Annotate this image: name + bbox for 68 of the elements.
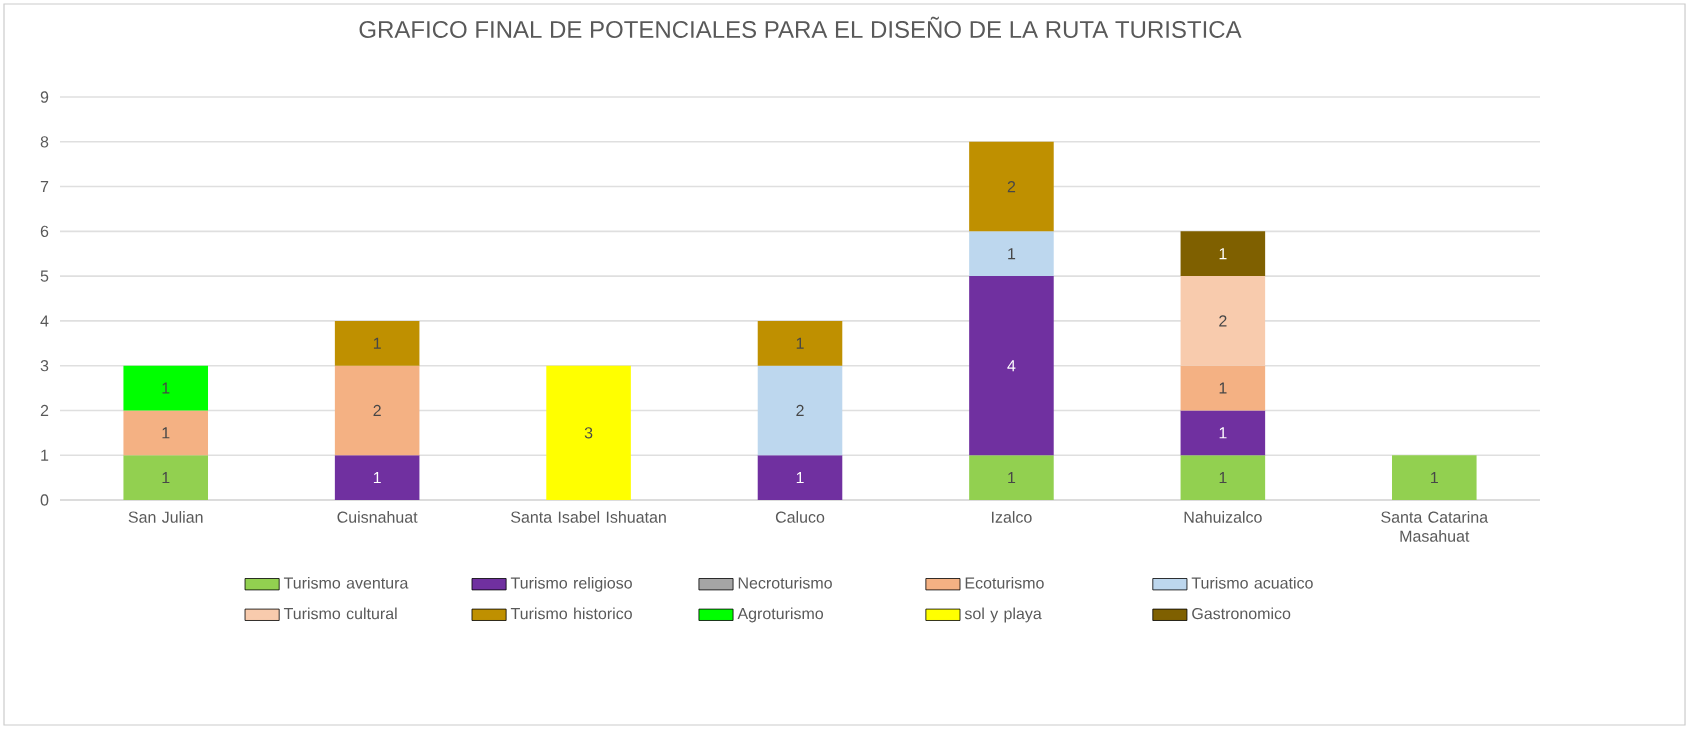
data-label: 2 [1007,180,1016,193]
y-tick-label: 9 [40,91,49,103]
data-label: 1 [1008,472,1016,484]
bar [1180,231,1266,277]
bar [969,276,1054,456]
bar [969,141,1054,232]
y-tick-label: 3 [40,360,49,372]
data-label: 2 [1219,315,1227,327]
y-tick-label: 4 [40,315,49,327]
bar [757,320,843,366]
y-tick-label: 8 [40,136,49,148]
legend-label: Ecoturismo [965,576,1044,589]
legend-label: Turismo aventura [283,576,409,589]
bar [546,365,631,500]
x-tick-label: Nahuizalco [1184,511,1262,523]
x-tick-label: Cuisnahuat [337,511,418,523]
data-label: 1 [796,472,804,484]
x-tick-label: Santa Isabel Ishuatan [511,511,666,523]
data-label: 1 [1219,427,1227,439]
legend-label: Necroturismo [738,576,832,589]
legend-label: sol y playa [964,607,1042,623]
bar [123,455,209,500]
bar [969,231,1054,277]
legend-label: Gastronomico [1192,607,1291,620]
data-label: 1 [373,472,381,484]
bar [123,410,209,456]
bar [1392,455,1477,500]
y-tick-label: 7 [40,181,49,193]
data-label: 4 [1007,360,1016,372]
data-label: 1 [162,382,170,394]
data-label: 1 [796,337,804,349]
bar [757,455,843,500]
y-tick-label: 1 [41,449,49,461]
y-tick-label: 2 [40,404,49,417]
data-label: 3 [584,427,593,439]
legend-label: Turismo religioso [510,576,632,592]
bar [1180,365,1266,411]
data-label: 1 [373,337,381,349]
bar [1180,455,1266,500]
legend-label: Turismo acuatico [1191,576,1313,589]
y-tick-label: 6 [40,225,49,238]
chart-title: GRAFICO FINAL DE POTENCIALES PARA EL DISEÑO DE LA RUTA TURISTICA [359,16,1242,38]
data-label: 2 [373,404,381,417]
data-label: 2 [796,404,804,417]
bar [969,455,1054,500]
data-label: 1 [1219,382,1227,394]
data-label: 1 [162,427,170,439]
y-tick-label: 0 [40,494,49,506]
bar [757,365,843,456]
x-tick-label: Santa Catarina Masahuat [1381,511,1489,542]
data-label: 1 [1219,472,1227,484]
bar [1180,276,1266,366]
bar [1180,410,1266,456]
bar [334,365,420,456]
bar [334,320,420,366]
x-tick-label: Izalco [992,511,1032,523]
x-tick-label: Caluco [775,511,825,523]
legend-label: Turismo cultural [283,607,397,620]
data-label: 1 [1008,248,1016,260]
bar [334,455,420,500]
legend-label: Turismo historico [510,607,632,620]
data-label: 1 [162,472,170,484]
x-tick-label: San Julian [128,511,203,523]
y-tick-label: 5 [40,270,49,282]
data-label: 1 [1219,248,1227,260]
legend-label: Agroturismo [737,607,824,623]
data-label: 1 [1431,472,1438,484]
bar [123,365,209,411]
